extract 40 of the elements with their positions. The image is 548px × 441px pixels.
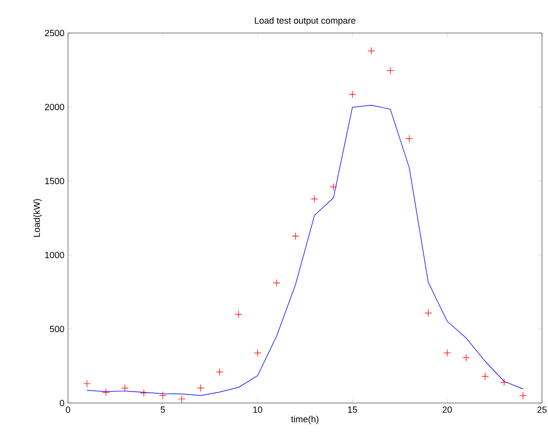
- point: [462, 354, 470, 362]
- x-tick-label: 5: [160, 406, 165, 413]
- x-tick-label: 10: [253, 406, 262, 413]
- point: [102, 388, 110, 396]
- point: [83, 380, 91, 388]
- point: [272, 279, 280, 287]
- y-tick-label: 500: [50, 326, 64, 332]
- y-tick-label: 0: [60, 400, 64, 406]
- y-axis-title: Load(kW): [33, 199, 42, 237]
- point: [121, 384, 129, 392]
- point: [140, 389, 148, 397]
- point: [310, 195, 318, 203]
- point: [234, 310, 242, 318]
- point: [443, 349, 452, 357]
- y-tick-label: 1500: [45, 178, 64, 184]
- x-tick-label: 0: [66, 406, 70, 413]
- y-tick-label: 2000: [44, 104, 64, 110]
- x-tick-label: 25: [537, 406, 547, 413]
- point: [254, 349, 262, 357]
- point: [159, 392, 167, 400]
- point: [178, 395, 186, 403]
- y-tick-label: 1000: [45, 252, 64, 258]
- point: [500, 378, 508, 386]
- x-tick-label: 15: [348, 406, 358, 413]
- y-tick-label: 2500: [44, 30, 64, 36]
- point: [386, 66, 394, 74]
- point: [481, 372, 489, 380]
- chart-title: Load test output compare: [254, 17, 356, 26]
- x-tick-label: 20: [442, 406, 452, 413]
- point: [519, 392, 527, 400]
- point: [424, 309, 432, 317]
- line-series: [86, 104, 524, 396]
- point: [292, 232, 300, 240]
- point: [405, 134, 414, 142]
- point: [196, 384, 205, 392]
- point: [368, 47, 376, 55]
- point: [330, 183, 338, 191]
- point: [348, 90, 356, 98]
- x-axis-title: time(h): [291, 416, 318, 424]
- point: [216, 368, 224, 376]
